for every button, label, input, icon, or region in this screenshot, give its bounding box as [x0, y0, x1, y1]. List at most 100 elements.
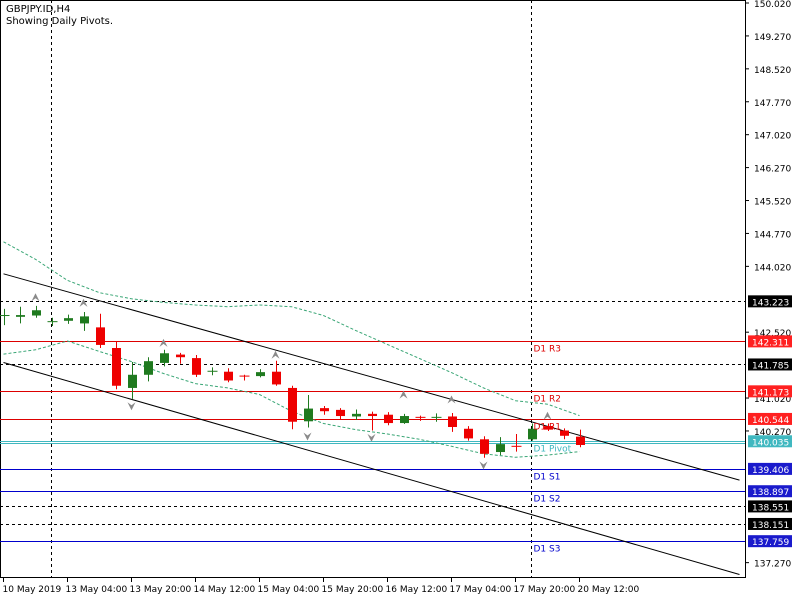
price-mark-label: 142.311 [752, 338, 789, 348]
candle [224, 368, 233, 383]
candle-body [544, 426, 553, 430]
price-mark-box [748, 335, 792, 348]
candle-body [304, 408, 313, 422]
pivot-label: D1 S2 [534, 495, 561, 505]
pivot-labels: D1 R3 D1 R2 D1 R1 D1 Pivot D1 S1 D1 S2 D1 S3 [534, 345, 572, 555]
price-mark-box [748, 295, 792, 308]
price-mark-box [748, 358, 792, 371]
candle [544, 423, 553, 431]
candle [192, 355, 201, 377]
fractal-down-marker [367, 433, 376, 442]
trend-channel [3, 273, 740, 575]
pivot-label: D1 R3 [534, 345, 562, 355]
candle-body [96, 327, 105, 345]
candle [160, 349, 169, 367]
price-tick-label: 147.770 [754, 99, 791, 109]
time-tick-label: 10 May 2019 [3, 585, 62, 595]
candle [304, 394, 313, 428]
price-mark-label: 138.151 [752, 521, 789, 531]
price-mark-box [748, 517, 792, 530]
price-mark-label: 139.406 [752, 466, 789, 476]
time-axis[interactable]: 10 May 2019 13 May 04:00 13 May 20:00 14 Ma… [3, 578, 640, 595]
candle-body [224, 371, 233, 381]
candle [320, 405, 329, 415]
envelope-line [3, 241, 580, 417]
candle-body [464, 428, 473, 439]
candle [480, 436, 489, 458]
candle [16, 306, 25, 324]
price-tick-label: 148.520 [754, 66, 791, 76]
time-tick-label: 15 May 20:00 [322, 585, 384, 595]
price-mark-label: 138.897 [752, 488, 789, 498]
price-mark-label: 141.173 [752, 388, 789, 398]
candle-body [368, 413, 377, 417]
price-mark-box [748, 462, 792, 475]
candle [368, 411, 377, 431]
price-tick-label: 141.020 [754, 395, 791, 405]
price-tick-label: 144.770 [754, 230, 791, 240]
fractal-down-marker [127, 402, 136, 411]
fractal-up-marker [447, 395, 456, 404]
fractal-down-marker [303, 432, 312, 441]
price-mark-box [748, 535, 792, 548]
candle-body [80, 316, 89, 324]
time-tick-label: 13 May 20:00 [130, 585, 192, 595]
symbol-title: GBPJPY.ID,H4 [6, 4, 71, 15]
candle [207, 367, 218, 376]
candles [0, 305, 585, 458]
time-tick-label: 17 May 04:00 [450, 585, 512, 595]
candle [288, 385, 297, 430]
candle [336, 408, 345, 420]
candle [464, 426, 473, 441]
channel-line [3, 362, 740, 575]
price-tick-label: 137.270 [754, 560, 791, 570]
price-mark-label: 140.544 [752, 416, 789, 426]
candle [496, 437, 505, 456]
channel-line [3, 273, 740, 481]
time-tick-label: 15 May 04:00 [258, 585, 320, 595]
candle-body [448, 416, 457, 428]
candle [256, 369, 265, 378]
candle-body [192, 358, 201, 375]
price-tick-label: 150.020 [754, 0, 791, 10]
candle-body [560, 430, 569, 436]
price-tick-label: 147.020 [754, 132, 791, 142]
candle [176, 352, 185, 364]
candle [415, 415, 426, 421]
candle [32, 305, 41, 318]
candle-body [112, 348, 121, 386]
price-mark-label: 140.035 [752, 438, 789, 448]
candle [47, 317, 58, 327]
candle [0, 308, 10, 326]
candle [96, 313, 105, 348]
price-tick-label: 144.020 [754, 263, 791, 273]
candle-body [336, 409, 345, 417]
candle [144, 357, 153, 382]
candle-body [256, 372, 265, 377]
candle-body [64, 318, 73, 321]
fractal-up-marker [399, 390, 408, 399]
pivot-label: D1 S3 [534, 545, 561, 555]
candle-body [32, 310, 41, 316]
candle-body [352, 413, 361, 417]
candle [128, 362, 137, 399]
pivot-label: D1 R1 [534, 423, 562, 433]
candle [431, 413, 442, 422]
candle-body [288, 387, 297, 422]
fractal-up-marker [159, 338, 168, 347]
candle [400, 413, 409, 424]
candle-body [144, 361, 153, 375]
fractal-up-marker [31, 293, 40, 302]
candle-body [320, 408, 329, 412]
candle-body [496, 444, 505, 453]
time-tick-label: 13 May 04:00 [66, 585, 128, 595]
fractal-markers [31, 293, 552, 470]
candle [352, 409, 361, 420]
candle-body [576, 436, 585, 446]
candle [64, 314, 73, 324]
candle [528, 423, 537, 441]
price-mark-box [748, 435, 792, 448]
price-axis[interactable]: 150.020 149.270 148.520 147.770 147.020 146.2… [745, 0, 792, 570]
